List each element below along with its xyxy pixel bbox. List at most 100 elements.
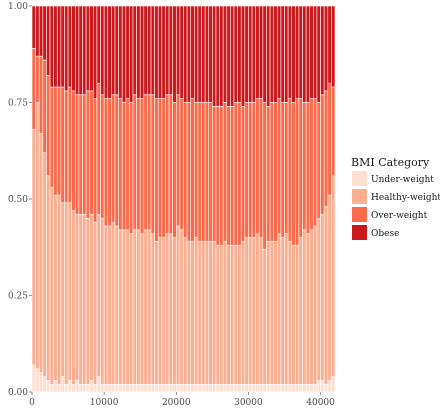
bar-under-weight-69 — [280, 383, 285, 393]
bar-over-weight-44 — [190, 98, 195, 242]
bar-under-weight-31 — [143, 383, 148, 393]
bar-over-weight-40 — [175, 94, 181, 227]
bar-healthy-weight-64 — [262, 248, 267, 385]
bar-healthy-weight-63 — [258, 237, 264, 385]
bar-healthy-weight-42 — [183, 237, 188, 385]
legend-title: BMI Category — [351, 156, 430, 169]
bar-healthy-weight-66 — [269, 241, 274, 385]
bar-over-weight-57 — [237, 102, 242, 246]
bar-obese-15 — [85, 5, 91, 92]
bar-obese-21 — [107, 5, 112, 99]
bar-obese-14 — [82, 5, 87, 96]
bar-healthy-weight-44 — [190, 241, 195, 385]
bar-obese-73 — [295, 5, 300, 99]
bar-over-weight-64 — [262, 102, 267, 250]
bar-healthy-weight-33 — [150, 233, 155, 385]
bar-under-weight-30 — [139, 383, 145, 393]
bar-healthy-weight-23 — [114, 225, 119, 385]
bar-under-weight-3 — [42, 376, 47, 393]
bar-healthy-weight-57 — [237, 245, 242, 385]
bar-over-weight-37 — [165, 94, 170, 235]
bar-under-weight-38 — [168, 383, 173, 393]
bar-obese-0 — [31, 5, 36, 49]
bar-over-weight-42 — [183, 102, 188, 238]
bar-healthy-weight-40 — [175, 225, 181, 385]
bar-obese-13 — [78, 5, 83, 96]
legend-label-under-weight: Under-weight — [371, 175, 434, 185]
bar-obese-76 — [305, 5, 311, 103]
bar-healthy-weight-16 — [89, 214, 94, 381]
bar-under-weight-68 — [276, 383, 282, 393]
bar-under-weight-44 — [190, 383, 195, 393]
bar-healthy-weight-13 — [78, 214, 83, 385]
legend-label-healthy-weight: Healthy-weight — [371, 193, 440, 203]
bar-over-weight-31 — [143, 94, 148, 231]
bar-over-weight-56 — [233, 102, 238, 246]
bar-under-weight-9 — [64, 383, 69, 393]
bar-healthy-weight-5 — [49, 187, 54, 385]
bar-under-weight-16 — [89, 380, 94, 393]
bar-over-weight-58 — [240, 106, 246, 242]
legend-item-healthy-weight: Healthy-weight — [352, 189, 440, 204]
legend-swatch-healthy-weight — [352, 189, 367, 204]
bar-healthy-weight-49 — [208, 241, 213, 385]
bar-under-weight-17 — [93, 383, 98, 393]
bar-over-weight-77 — [309, 98, 314, 231]
bar-healthy-weight-54 — [226, 245, 231, 385]
bar-under-weight-51 — [215, 383, 220, 393]
bar-over-weight-60 — [248, 102, 253, 238]
bar-under-weight-12 — [74, 380, 80, 393]
bar-healthy-weight-37 — [165, 233, 170, 385]
bar-obese-46 — [197, 5, 202, 103]
bar-healthy-weight-28 — [132, 229, 137, 385]
bar-healthy-weight-71 — [287, 241, 293, 385]
bar-obese-71 — [287, 5, 293, 99]
bar-under-weight-70 — [284, 383, 289, 393]
bar-healthy-weight-9 — [64, 202, 69, 385]
bar-under-weight-39 — [172, 383, 177, 393]
bar-healthy-weight-18 — [96, 214, 101, 377]
bar-obese-80 — [320, 5, 325, 96]
bar-obese-52 — [219, 5, 224, 107]
bar-under-weight-64 — [262, 383, 267, 393]
bar-obese-34 — [154, 5, 159, 99]
bar-over-weight-34 — [154, 98, 159, 242]
bar-obese-11 — [71, 5, 76, 92]
bar-under-weight-56 — [233, 383, 238, 393]
bar-over-weight-6 — [53, 86, 58, 196]
bar-over-weight-16 — [89, 90, 94, 215]
bar-over-weight-2 — [38, 55, 44, 134]
bar-obese-40 — [175, 5, 181, 96]
bar-healthy-weight-29 — [136, 229, 141, 385]
bar-obese-28 — [132, 5, 137, 96]
bar-over-weight-29 — [136, 98, 141, 231]
bar-obese-77 — [309, 5, 314, 99]
bar-under-weight-55 — [230, 383, 235, 393]
bar-over-weight-13 — [78, 94, 83, 215]
bar-healthy-weight-15 — [85, 218, 91, 385]
bar-obese-50 — [212, 5, 217, 107]
bar-healthy-weight-8 — [60, 202, 65, 377]
bar-obese-83 — [331, 5, 336, 88]
bar-obese-64 — [262, 5, 267, 103]
bar-obese-4 — [46, 5, 51, 76]
bar-over-weight-69 — [280, 102, 285, 238]
bar-over-weight-10 — [67, 86, 72, 204]
bar-under-weight-24 — [118, 383, 123, 393]
bar-healthy-weight-76 — [305, 233, 311, 385]
bar-under-weight-47 — [201, 383, 206, 393]
bar-under-weight-71 — [287, 383, 293, 393]
bar-healthy-weight-12 — [74, 214, 80, 381]
bar-over-weight-51 — [215, 106, 220, 246]
x-tick-label: 0 — [29, 398, 35, 408]
bar-over-weight-35 — [157, 98, 163, 238]
bar-under-weight-42 — [183, 383, 188, 393]
bar-healthy-weight-51 — [215, 245, 220, 385]
bar-under-weight-61 — [251, 383, 256, 393]
bar-over-weight-11 — [71, 90, 76, 211]
bar-under-weight-58 — [240, 383, 246, 393]
bar-under-weight-78 — [313, 383, 318, 393]
bar-under-weight-0 — [31, 364, 36, 393]
bar-under-weight-13 — [78, 383, 83, 393]
